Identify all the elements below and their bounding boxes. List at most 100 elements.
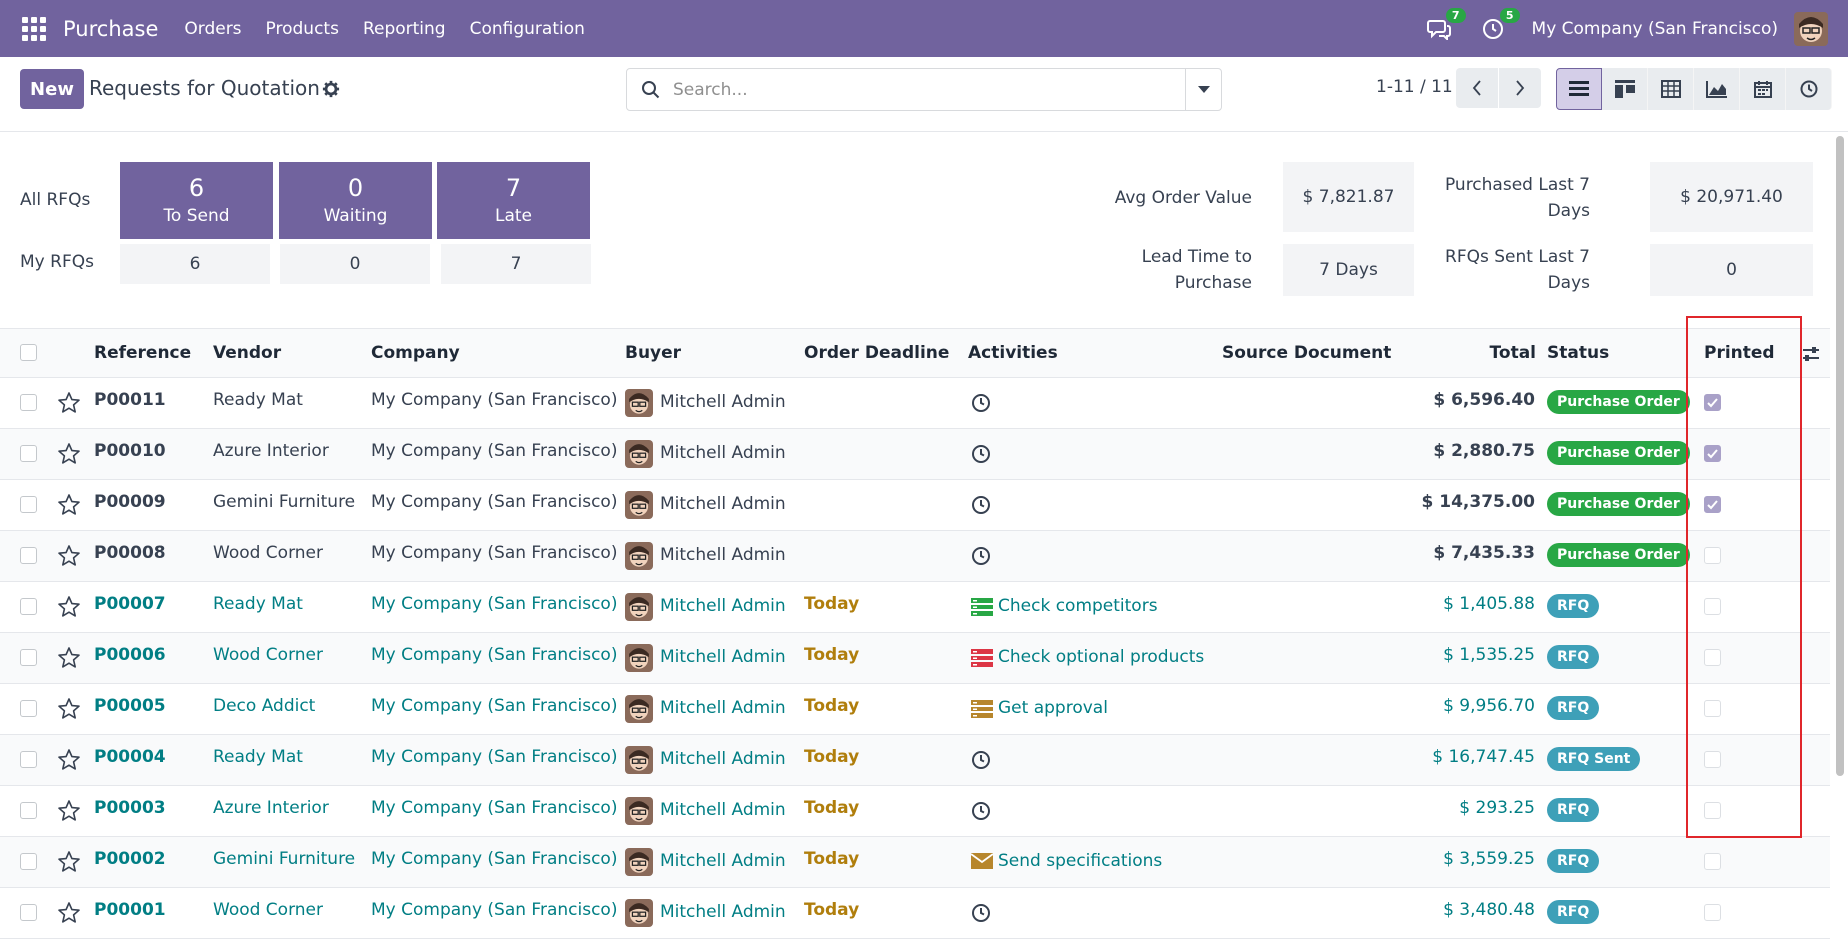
table-row[interactable]: P00007 Ready Mat My Company (San Francisco… — [0, 582, 1830, 633]
tile-waiting[interactable]: 0 Waiting — [279, 162, 432, 239]
header-reference[interactable]: Reference — [94, 343, 192, 363]
header-vendor[interactable]: Vendor — [213, 343, 282, 363]
clock-icon[interactable] — [971, 750, 993, 770]
my-late[interactable]: 7 — [441, 244, 591, 284]
table-row[interactable]: P00010 Azure Interior My Company (San Fran… — [0, 429, 1830, 480]
list-view-button[interactable] — [1556, 68, 1602, 110]
cell-buyer[interactable]: Mitchell Admin — [660, 749, 786, 769]
printed-checkbox[interactable] — [1704, 598, 1721, 615]
row-checkbox[interactable] — [20, 700, 37, 717]
cell-buyer[interactable]: Mitchell Admin — [660, 494, 786, 514]
calendar-view-button[interactable] — [1740, 68, 1786, 110]
cell-activity[interactable]: Check competitors — [998, 596, 1158, 616]
header-source-document[interactable]: Source Document — [1222, 343, 1392, 363]
user-avatar[interactable] — [1794, 11, 1828, 46]
table-row[interactable]: P00005 Deco Addict My Company (San Francis… — [0, 684, 1830, 735]
row-checkbox[interactable] — [20, 394, 37, 411]
cell-buyer[interactable]: Mitchell Admin — [660, 596, 786, 616]
cell-buyer[interactable]: Mitchell Admin — [660, 902, 786, 922]
star-icon[interactable] — [57, 748, 81, 772]
row-checkbox[interactable] — [20, 751, 37, 768]
tasks-red-icon[interactable] — [971, 648, 993, 668]
star-icon[interactable] — [57, 646, 81, 670]
table-row[interactable]: P00006 Wood Corner My Company (San Francis… — [0, 633, 1830, 684]
row-checkbox[interactable] — [20, 598, 37, 615]
page-title[interactable]: Requests for Quotation — [89, 76, 320, 100]
cell-buyer[interactable]: Mitchell Admin — [660, 851, 786, 871]
header-status[interactable]: Status — [1547, 343, 1610, 363]
row-checkbox[interactable] — [20, 904, 37, 921]
table-row[interactable]: P00001 Wood Corner My Company (San Francis… — [0, 888, 1830, 939]
cell-activity[interactable]: Check optional products — [998, 647, 1205, 667]
table-row[interactable]: P00004 Ready Mat My Company (San Francisco… — [0, 735, 1830, 786]
star-icon[interactable] — [57, 595, 81, 619]
pivot-view-button[interactable] — [1648, 68, 1694, 110]
table-row[interactable]: P00008 Wood Corner My Company (San Francis… — [0, 531, 1830, 582]
optional-columns-icon[interactable] — [1802, 345, 1820, 363]
star-icon[interactable] — [57, 544, 81, 568]
pager-value[interactable]: 1-11 / 11 — [1376, 77, 1453, 97]
cell-buyer[interactable]: Mitchell Admin — [660, 698, 786, 718]
clock-icon[interactable] — [971, 444, 993, 464]
star-icon[interactable] — [57, 493, 81, 517]
star-icon[interactable] — [57, 799, 81, 823]
row-checkbox[interactable] — [20, 496, 37, 513]
table-row[interactable]: P00011 Ready Mat My Company (San Francisco… — [0, 378, 1830, 429]
printed-checkbox[interactable] — [1704, 445, 1721, 462]
cell-buyer[interactable]: Mitchell Admin — [660, 392, 786, 412]
header-printed[interactable]: Printed — [1704, 343, 1775, 363]
tasks-orange-icon[interactable] — [971, 699, 993, 719]
row-checkbox[interactable] — [20, 853, 37, 870]
printed-checkbox[interactable] — [1704, 496, 1721, 513]
select-all-checkbox[interactable] — [20, 344, 37, 361]
activities-button[interactable]: 5 — [1478, 7, 1520, 44]
clock-icon[interactable] — [971, 495, 993, 515]
messages-button[interactable]: 7 — [1424, 7, 1466, 44]
star-icon[interactable] — [57, 901, 81, 925]
company-switcher[interactable]: My Company (San Francisco) — [1531, 18, 1778, 39]
star-icon[interactable] — [57, 850, 81, 874]
my-waiting[interactable]: 0 — [280, 244, 430, 284]
header-buyer[interactable]: Buyer — [625, 343, 682, 363]
cell-buyer[interactable]: Mitchell Admin — [660, 800, 786, 820]
vertical-scrollbar[interactable] — [1836, 136, 1844, 776]
tile-late[interactable]: 7 Late — [437, 162, 590, 239]
clock-icon[interactable] — [971, 393, 993, 413]
star-icon[interactable] — [57, 697, 81, 721]
header-company[interactable]: Company — [371, 343, 460, 363]
search-options-toggle[interactable] — [1185, 69, 1221, 110]
star-icon[interactable] — [57, 391, 81, 415]
clock-icon[interactable] — [971, 801, 993, 821]
header-total[interactable]: Total — [1489, 343, 1536, 363]
clock-icon[interactable] — [971, 903, 993, 923]
table-row[interactable]: P00009 Gemini Furniture My Company (San Fr… — [0, 480, 1830, 531]
row-checkbox[interactable] — [20, 649, 37, 666]
new-button[interactable]: New — [20, 69, 84, 109]
gear-icon[interactable] — [322, 80, 340, 98]
pager-previous-button[interactable] — [1456, 68, 1498, 108]
tasks-green-icon[interactable] — [971, 597, 993, 617]
menu-configuration[interactable]: Configuration — [469, 18, 585, 39]
header-order-deadline[interactable]: Order Deadline — [804, 343, 950, 363]
printed-checkbox[interactable] — [1704, 904, 1721, 921]
cell-buyer[interactable]: Mitchell Admin — [660, 647, 786, 667]
printed-checkbox[interactable] — [1704, 853, 1721, 870]
tile-to-send[interactable]: 6 To Send — [120, 162, 273, 239]
printed-checkbox[interactable] — [1704, 547, 1721, 564]
cell-activity[interactable]: Send specifications — [998, 851, 1163, 871]
menu-orders[interactable]: Orders — [184, 18, 242, 39]
pager-next-button[interactable] — [1499, 68, 1541, 108]
graph-view-button[interactable] — [1694, 68, 1740, 110]
cell-activity[interactable]: Get approval — [998, 698, 1108, 718]
printed-checkbox[interactable] — [1704, 700, 1721, 717]
table-row[interactable]: P00003 Azure Interior My Company (San Fran… — [0, 786, 1830, 837]
printed-checkbox[interactable] — [1704, 802, 1721, 819]
row-checkbox[interactable] — [20, 802, 37, 819]
kanban-view-button[interactable] — [1602, 68, 1648, 110]
printed-checkbox[interactable] — [1704, 394, 1721, 411]
app-brand[interactable]: Purchase — [63, 16, 159, 41]
printed-checkbox[interactable] — [1704, 751, 1721, 768]
header-activities[interactable]: Activities — [968, 343, 1058, 363]
table-row[interactable]: P00002 Gemini Furniture My Company (San Fr… — [0, 837, 1830, 888]
star-icon[interactable] — [57, 442, 81, 466]
